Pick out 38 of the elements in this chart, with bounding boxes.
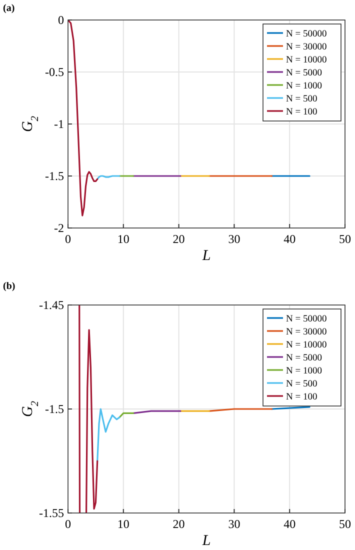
x-tick-label: 30	[228, 232, 240, 246]
line-series	[96, 408, 120, 462]
x-tick-label: 20	[172, 517, 185, 531]
legend-label: N = 50000	[286, 30, 327, 40]
x-tick-label: 10	[117, 517, 130, 531]
x-tick-label: 30	[228, 517, 240, 531]
x-tick-label: 50	[339, 232, 351, 246]
y-tick-label: -2	[54, 221, 64, 235]
legend-label: N = 1000	[286, 82, 322, 92]
x-tick-label: 50	[339, 517, 351, 531]
legend-label: N = 5000	[286, 68, 322, 78]
legend-label: N = 30000	[286, 328, 327, 338]
x-axis-title: L	[201, 248, 211, 264]
legend-label: N = 100	[286, 392, 318, 402]
chart-title: (a)	[3, 3, 15, 14]
x-tick-label: 40	[284, 232, 296, 246]
line-series	[68, 20, 98, 216]
legend-label: N = 30000	[286, 42, 327, 52]
x-tick-label: 10	[117, 232, 130, 246]
x-tick-label: 20	[172, 232, 185, 246]
legend-label: N = 50000	[286, 314, 327, 324]
y-tick-label: -1.5	[45, 402, 64, 416]
y-tick-label: -0.5	[45, 65, 64, 79]
y-tick-label: -1	[54, 117, 64, 131]
x-axis-title: L	[201, 533, 211, 549]
y-tick-label: 0	[58, 13, 64, 27]
legend-label: N = 10000	[286, 56, 327, 66]
y-tick-label: -1.55	[39, 506, 64, 520]
chart-title: (b)	[3, 281, 16, 292]
legend-label: N = 500	[286, 380, 318, 390]
legend-label: N = 500	[286, 94, 318, 104]
y-tick-label: -1.5	[45, 169, 64, 183]
legend-label: N = 1000	[286, 366, 322, 376]
legend-label: N = 5000	[286, 354, 322, 364]
legend-label: N = 100	[286, 108, 318, 118]
x-tick-label: 40	[284, 517, 296, 531]
y-tick-label: -1.45	[39, 298, 64, 312]
legend-label: N = 10000	[286, 340, 327, 350]
